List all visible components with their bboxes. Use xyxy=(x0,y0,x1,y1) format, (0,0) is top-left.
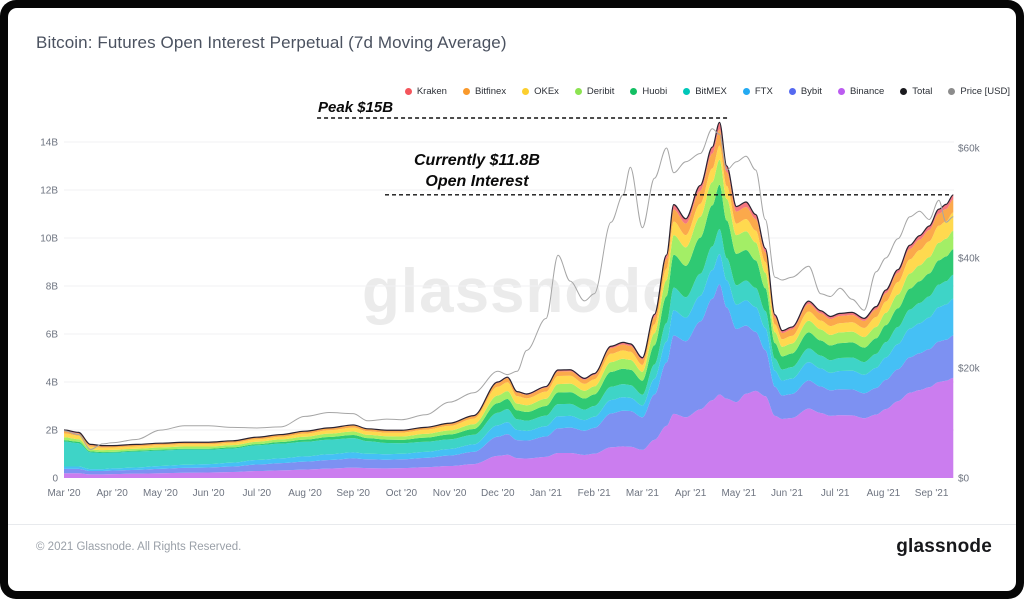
chart-legend: Kraken Bitfinex OKEx Deribit Huobi BitMEX FTX B… xyxy=(404,86,1010,97)
legend-label-bybit: Bybit xyxy=(800,86,822,97)
y-left-tick-label: 14B xyxy=(40,138,58,149)
bitfinex-swatch-icon xyxy=(462,88,470,95)
x-tick-label: Jun '21 xyxy=(771,488,803,499)
bybit-swatch-icon xyxy=(788,88,796,95)
x-tick-label: Apr '21 xyxy=(675,488,707,499)
footer-divider xyxy=(8,524,1016,525)
y-left-tick-label: 2B xyxy=(46,426,59,437)
y-left-tick-label: 4B xyxy=(46,378,59,389)
legend-label-ftx: FTX xyxy=(754,86,773,97)
legend-label-binance: Binance xyxy=(849,86,885,97)
glassnode-watermark: glassnode xyxy=(362,257,678,326)
x-tick-label: Nov '20 xyxy=(433,488,467,499)
x-tick-label: Apr '20 xyxy=(97,488,129,499)
page-title: Bitcoin: Futures Open Interest Perpetual… xyxy=(36,33,507,52)
x-tick-label: Dec '20 xyxy=(481,488,515,499)
current-annotation-line2: Open Interest xyxy=(425,173,529,190)
x-tick-label: Mar '21 xyxy=(626,488,659,499)
x-tick-label: Feb '21 xyxy=(578,488,611,499)
y-right-tick-label: $0 xyxy=(958,474,970,485)
x-tick-label: Mar '20 xyxy=(47,488,80,499)
legend-item-huobi[interactable]: Huobi xyxy=(630,86,667,97)
x-tick-label: Aug '21 xyxy=(867,488,901,499)
y-left-tick-label: 6B xyxy=(46,330,59,341)
deribit-swatch-icon xyxy=(574,88,582,95)
y-right-tick-label: $20k xyxy=(958,364,981,375)
area-binance xyxy=(64,377,954,478)
y-right-tick-label: $60k xyxy=(958,144,981,155)
x-tick-label: Aug '20 xyxy=(288,488,322,499)
legend-item-kraken[interactable]: Kraken xyxy=(404,86,447,97)
glassnode-logo: glassnode xyxy=(896,536,992,557)
y-right-tick-label: $40k xyxy=(958,254,981,265)
current-annotation: Currently $11.8B Open Interest xyxy=(392,150,562,192)
price-line xyxy=(63,128,954,450)
x-tick-label: Oct '20 xyxy=(386,488,418,499)
legend-item-bitfinex[interactable]: Bitfinex xyxy=(462,86,507,97)
legend-label-total: Total xyxy=(912,86,933,97)
okex-swatch-icon xyxy=(522,88,530,95)
y-left-tick-label: 12B xyxy=(40,186,58,197)
total-swatch-icon xyxy=(900,88,908,95)
legend-label-okex: OKEx xyxy=(534,86,559,97)
x-tick-label: Sep '20 xyxy=(336,488,370,499)
x-tick-label: Jul '20 xyxy=(243,488,272,499)
chart-card xyxy=(8,8,1016,591)
legend-item-binance[interactable]: Binance xyxy=(837,86,885,97)
x-tick-label: Jul '21 xyxy=(821,488,850,499)
legend-item-price-usd[interactable]: Price [USD] xyxy=(948,86,1010,97)
legend-item-deribit[interactable]: Deribit xyxy=(574,86,615,97)
area-okex xyxy=(64,145,954,451)
price-usd-swatch-icon xyxy=(948,88,956,95)
legend-label-deribit: Deribit xyxy=(586,86,615,97)
area-ftx xyxy=(64,254,954,472)
current-annotation-line1: Currently $11.8B xyxy=(414,152,540,169)
y-left-tick-label: 0 xyxy=(52,474,58,485)
x-tick-label: May '21 xyxy=(721,488,756,499)
peak-annotation: Peak $15B xyxy=(318,99,394,116)
kraken-swatch-icon xyxy=(404,88,412,95)
area-huobi xyxy=(64,184,954,454)
area-bybit xyxy=(64,284,954,475)
x-tick-label: Sep '21 xyxy=(915,488,949,499)
legend-item-okex[interactable]: OKEx xyxy=(522,86,559,97)
legend-label-bitfinex: Bitfinex xyxy=(474,86,507,97)
ftx-swatch-icon xyxy=(742,88,750,95)
legend-item-total[interactable]: Total xyxy=(900,86,932,97)
copyright-text: © 2021 Glassnode. All Rights Reserved. xyxy=(36,541,242,553)
huobi-swatch-icon xyxy=(630,88,638,95)
total-line xyxy=(63,121,954,447)
legend-label-huobi: Huobi xyxy=(642,86,668,97)
x-tick-label: May '20 xyxy=(143,488,178,499)
y-left-tick-label: 8B xyxy=(46,282,59,293)
binance-swatch-icon xyxy=(837,88,845,95)
legend-label-price-usd: Price [USD] xyxy=(960,86,1010,97)
legend-item-bybit[interactable]: Bybit xyxy=(788,86,822,97)
legend-label-bitmex: BitMEX xyxy=(695,86,727,97)
legend-item-bitmex[interactable]: BitMEX xyxy=(683,86,727,97)
bitmex-swatch-icon xyxy=(683,88,691,95)
area-deribit xyxy=(64,159,954,453)
legend-item-ftx[interactable]: FTX xyxy=(742,86,773,97)
legend-label-kraken: Kraken xyxy=(416,86,447,97)
y-left-tick-label: 10B xyxy=(40,234,58,245)
x-tick-label: Jan '21 xyxy=(530,488,562,499)
x-tick-label: Jun '20 xyxy=(193,488,225,499)
area-bitmex xyxy=(64,229,954,470)
